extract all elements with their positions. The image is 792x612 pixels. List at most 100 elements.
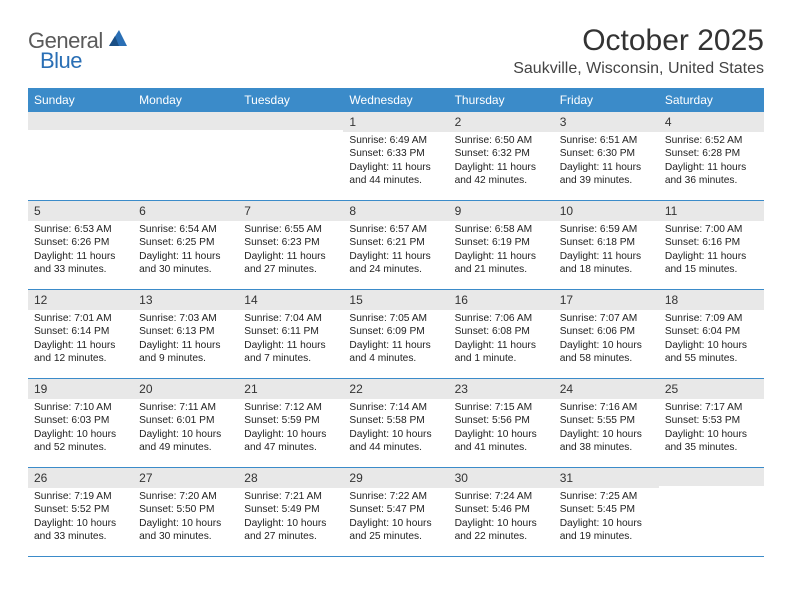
week-row: 1Sunrise: 6:49 AMSunset: 6:33 PMDaylight… (28, 112, 764, 201)
day-number: 12 (34, 293, 47, 307)
sunset-line: Sunset: 6:30 PM (560, 147, 653, 160)
sunset-line: Sunset: 6:09 PM (349, 325, 442, 338)
week-row: 26Sunrise: 7:19 AMSunset: 5:52 PMDayligh… (28, 468, 764, 557)
sunset-line: Sunset: 6:04 PM (665, 325, 758, 338)
day-number: 29 (349, 471, 362, 485)
day-number: 3 (560, 115, 567, 129)
day-cell: 12Sunrise: 7:01 AMSunset: 6:14 PMDayligh… (28, 290, 133, 378)
sunset-line: Sunset: 6:19 PM (455, 236, 548, 249)
day-cell: 18Sunrise: 7:09 AMSunset: 6:04 PMDayligh… (659, 290, 764, 378)
sunset-line: Sunset: 5:58 PM (349, 414, 442, 427)
day-cell: 26Sunrise: 7:19 AMSunset: 5:52 PMDayligh… (28, 468, 133, 556)
day-header-sat: Saturday (659, 88, 764, 112)
day-number-row: 18 (659, 290, 764, 310)
daylight-line: Daylight: 11 hours and 18 minutes. (560, 250, 653, 277)
logo-sail-icon (107, 28, 131, 53)
day-content: Sunrise: 7:20 AMSunset: 5:50 PMDaylight:… (133, 488, 238, 547)
sunset-line: Sunset: 6:26 PM (34, 236, 127, 249)
day-cell: 15Sunrise: 7:05 AMSunset: 6:09 PMDayligh… (343, 290, 448, 378)
day-content: Sunrise: 7:12 AMSunset: 5:59 PMDaylight:… (238, 399, 343, 458)
daylight-line: Daylight: 10 hours and 33 minutes. (34, 517, 127, 544)
weeks-container: 1Sunrise: 6:49 AMSunset: 6:33 PMDaylight… (28, 112, 764, 557)
day-cell: 1Sunrise: 6:49 AMSunset: 6:33 PMDaylight… (343, 112, 448, 200)
day-content: Sunrise: 7:24 AMSunset: 5:46 PMDaylight:… (449, 488, 554, 547)
day-content: Sunrise: 6:53 AMSunset: 6:26 PMDaylight:… (28, 221, 133, 280)
sunset-line: Sunset: 5:50 PM (139, 503, 232, 516)
day-content: Sunrise: 6:54 AMSunset: 6:25 PMDaylight:… (133, 221, 238, 280)
day-number-row (659, 468, 764, 486)
sunrise-line: Sunrise: 7:20 AM (139, 490, 232, 503)
day-cell: 28Sunrise: 7:21 AMSunset: 5:49 PMDayligh… (238, 468, 343, 556)
day-content: Sunrise: 6:59 AMSunset: 6:18 PMDaylight:… (554, 221, 659, 280)
day-number: 27 (139, 471, 152, 485)
day-number-row: 13 (133, 290, 238, 310)
sunset-line: Sunset: 6:13 PM (139, 325, 232, 338)
day-number-row (133, 112, 238, 130)
day-cell (28, 112, 133, 200)
day-header-sun: Sunday (28, 88, 133, 112)
sunrise-line: Sunrise: 7:06 AM (455, 312, 548, 325)
day-number-row (238, 112, 343, 130)
day-content: Sunrise: 7:11 AMSunset: 6:01 PMDaylight:… (133, 399, 238, 458)
daylight-line: Daylight: 11 hours and 42 minutes. (455, 161, 548, 188)
day-number-row: 21 (238, 379, 343, 399)
day-number-row: 10 (554, 201, 659, 221)
sunrise-line: Sunrise: 7:10 AM (34, 401, 127, 414)
sunset-line: Sunset: 5:56 PM (455, 414, 548, 427)
day-number-row: 19 (28, 379, 133, 399)
day-content: Sunrise: 7:14 AMSunset: 5:58 PMDaylight:… (343, 399, 448, 458)
day-cell: 20 Sunrise: 7:11 AMSunset: 6:01 PMDayligh… (133, 379, 238, 467)
logo-blue-wrap: Blue (40, 48, 82, 74)
daylight-line: Daylight: 11 hours and 44 minutes. (349, 161, 442, 188)
day-cell (659, 468, 764, 556)
day-number-row: 26 (28, 468, 133, 488)
location: Saukville, Wisconsin, United States (513, 60, 764, 78)
day-number-row: 28 (238, 468, 343, 488)
sunset-line: Sunset: 6:23 PM (244, 236, 337, 249)
day-content: Sunrise: 7:19 AMSunset: 5:52 PMDaylight:… (28, 488, 133, 547)
day-cell: 19Sunrise: 7:10 AMSunset: 6:03 PMDayligh… (28, 379, 133, 467)
sunrise-line: Sunrise: 7:03 AM (139, 312, 232, 325)
day-cell (238, 112, 343, 200)
day-number-row: 24 (554, 379, 659, 399)
day-number: 17 (560, 293, 573, 307)
week-row: 12Sunrise: 7:01 AMSunset: 6:14 PMDayligh… (28, 290, 764, 379)
day-cell: 16Sunrise: 7:06 AMSunset: 6:08 PMDayligh… (449, 290, 554, 378)
sunrise-line: Sunrise: 6:59 AM (560, 223, 653, 236)
sunrise-line: Sunrise: 6:55 AM (244, 223, 337, 236)
sunrise-line: Sunrise: 6:53 AM (34, 223, 127, 236)
day-cell (133, 112, 238, 200)
day-number-row: 1 (343, 112, 448, 132)
day-content: Sunrise: 7:16 AMSunset: 5:55 PMDaylight:… (554, 399, 659, 458)
day-number: 24 (560, 382, 573, 396)
day-cell: 3 Sunrise: 6:51 AMSunset: 6:30 PMDaylight… (554, 112, 659, 200)
day-cell: 10 Sunrise: 6:59 AMSunset: 6:18 PMDayligh… (554, 201, 659, 289)
day-number-row: 27 (133, 468, 238, 488)
day-number: 22 (349, 382, 362, 396)
day-cell: 13Sunrise: 7:03 AMSunset: 6:13 PMDayligh… (133, 290, 238, 378)
sunrise-line: Sunrise: 7:19 AM (34, 490, 127, 503)
sunset-line: Sunset: 5:46 PM (455, 503, 548, 516)
sunrise-line: Sunrise: 7:00 AM (665, 223, 758, 236)
day-content: Sunrise: 6:51 AMSunset: 6:30 PMDaylight:… (554, 132, 659, 191)
day-number: 20 (139, 382, 152, 396)
day-cell: 4Sunrise: 6:52 AMSunset: 6:28 PMDaylight… (659, 112, 764, 200)
sunrise-line: Sunrise: 7:16 AM (560, 401, 653, 414)
sunset-line: Sunset: 5:53 PM (665, 414, 758, 427)
day-cell: 29Sunrise: 7:22 AMSunset: 5:47 PMDayligh… (343, 468, 448, 556)
title-block: October 2025 Saukville, Wisconsin, Unite… (513, 24, 764, 78)
day-content: Sunrise: 7:15 AMSunset: 5:56 PMDaylight:… (449, 399, 554, 458)
daylight-line: Daylight: 11 hours and 24 minutes. (349, 250, 442, 277)
day-cell: 6Sunrise: 6:54 AMSunset: 6:25 PMDaylight… (133, 201, 238, 289)
calendar-grid: Sunday Monday Tuesday Wednesday Thursday… (28, 88, 764, 557)
day-number: 10 (560, 204, 573, 218)
day-cell: 17Sunrise: 7:07 AMSunset: 6:06 PMDayligh… (554, 290, 659, 378)
day-content: Sunrise: 7:05 AMSunset: 6:09 PMDaylight:… (343, 310, 448, 369)
day-number: 2 (455, 115, 462, 129)
sunrise-line: Sunrise: 7:07 AM (560, 312, 653, 325)
sunset-line: Sunset: 5:47 PM (349, 503, 442, 516)
sunrise-line: Sunrise: 7:14 AM (349, 401, 442, 414)
sunset-line: Sunset: 5:49 PM (244, 503, 337, 516)
daylight-line: Daylight: 10 hours and 44 minutes. (349, 428, 442, 455)
sunset-line: Sunset: 6:33 PM (349, 147, 442, 160)
